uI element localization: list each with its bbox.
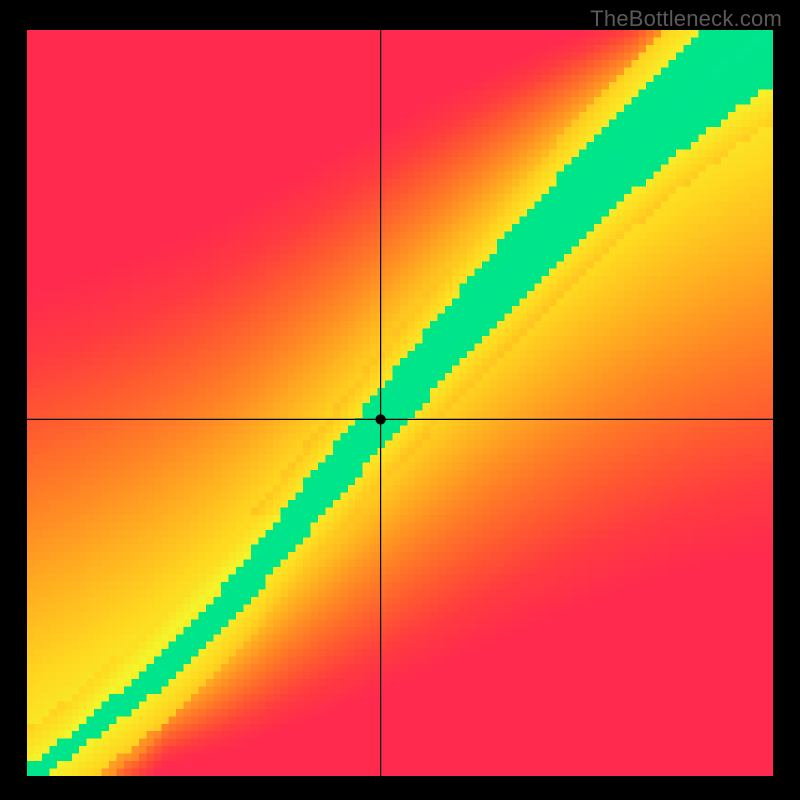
- watermark-text: TheBottleneck.com: [590, 6, 782, 32]
- crosshair-overlay: [27, 30, 773, 776]
- bottleneck-heatmap: [27, 30, 773, 776]
